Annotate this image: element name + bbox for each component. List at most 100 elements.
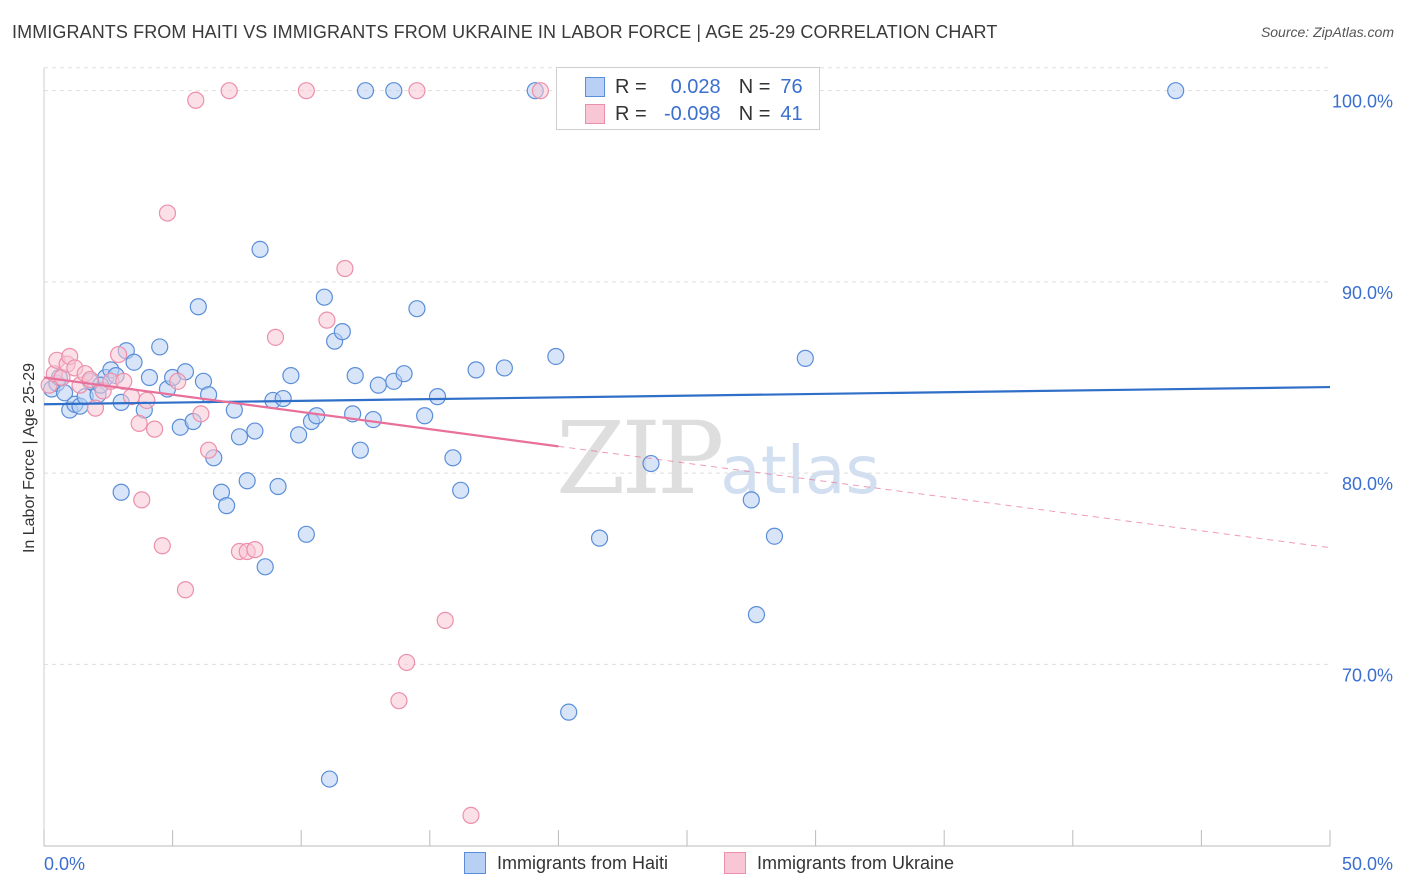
ukraine-point (169, 372, 187, 390)
ukraine-point (176, 581, 195, 599)
ukraine-point (158, 204, 177, 222)
ukraine-trend-extension (558, 445, 1331, 549)
haiti-point (495, 359, 513, 377)
haiti-label: Immigrants from Haiti (497, 852, 669, 873)
haiti-point (467, 361, 485, 379)
x-tick-label: 0.0% (44, 854, 85, 874)
haiti-point (274, 389, 292, 408)
haiti-point (218, 497, 236, 515)
r-label: R = (615, 75, 647, 98)
series-legend: Immigrants from Haiti Immigrants from Uk… (0, 852, 1406, 876)
haiti-point (742, 491, 760, 509)
haiti-point (642, 454, 660, 473)
haiti-point (560, 703, 578, 721)
haiti-point (444, 449, 462, 467)
haiti-point (428, 388, 447, 406)
ukraine-point (109, 345, 128, 364)
haiti-point (364, 410, 382, 429)
haiti-point (408, 300, 426, 318)
ukraine-point (462, 806, 480, 825)
ukraine-label: Immigrants from Ukraine (757, 852, 955, 873)
legend-row-haiti: R = 0.028 N = 76 (615, 74, 803, 100)
haiti-trend-line (43, 385, 1331, 406)
legend-item-ukraine: Immigrants from Ukraine (724, 852, 954, 874)
haiti-point (333, 323, 351, 341)
legend-ukraine-swatch (585, 104, 605, 124)
haiti-point (238, 472, 256, 490)
haiti-point (452, 481, 470, 499)
haiti-point (246, 422, 264, 440)
ukraine-point (153, 537, 171, 555)
n-label: N = (738, 75, 771, 98)
source-label: Source: ZipAtlas.com (1260, 24, 1394, 40)
n-label: N = (738, 102, 771, 125)
ukraine-point (398, 653, 416, 672)
r-value: -0.098 (663, 102, 721, 125)
ukraine-point (436, 611, 454, 629)
ukraine-swatch (724, 852, 746, 874)
ukraine-point (220, 82, 238, 100)
watermark: ZIPatlas (556, 400, 880, 517)
ukraine-point (145, 420, 164, 438)
n-value: 41 (780, 102, 803, 125)
ukraine-point (297, 82, 315, 100)
haiti-point (140, 368, 159, 387)
y-tick-label: 70.0% (1342, 665, 1393, 685)
haiti-point (269, 477, 287, 496)
y-tick-label: 80.0% (1342, 474, 1393, 494)
haiti-point (1167, 82, 1185, 100)
ukraine-point (266, 328, 285, 346)
ukraine-point (192, 405, 210, 423)
haiti-point (351, 441, 369, 459)
haiti-point (547, 347, 565, 366)
haiti-point (320, 770, 339, 788)
haiti-point (356, 82, 375, 100)
y-tick-label: 90.0% (1342, 283, 1393, 303)
y-tick-label: 100.0% (1332, 92, 1393, 112)
ukraine-point (408, 82, 426, 100)
ukraine-point (115, 372, 133, 390)
legend-item-haiti: Immigrants from Haiti (464, 852, 668, 874)
haiti-point (282, 367, 300, 385)
stats-legend: R = 0.028 N = 76 R = -0.098 N = 41 (556, 67, 820, 130)
haiti-point (256, 558, 274, 576)
haiti-swatch (464, 852, 486, 874)
haiti-point (369, 376, 387, 394)
haiti-point (189, 298, 207, 316)
haiti-point (765, 527, 784, 545)
x-tick-label: 50.0% (1342, 854, 1393, 874)
haiti-point (346, 367, 364, 385)
haiti-point (290, 426, 308, 444)
legend-row-ukraine: R = -0.098 N = 41 (615, 101, 803, 127)
ukraine-point (133, 491, 151, 509)
haiti-point (151, 338, 169, 356)
haiti-point (395, 365, 413, 383)
legend-haiti-swatch (585, 77, 605, 97)
n-value: 76 (780, 75, 803, 98)
haiti-point (112, 483, 130, 501)
ukraine-point (130, 414, 148, 433)
haiti-point (385, 82, 403, 100)
r-value: 0.028 (670, 75, 721, 98)
haiti-point (297, 525, 315, 543)
ukraine-point (200, 441, 218, 459)
ukraine-point (187, 91, 205, 109)
haiti-point (590, 529, 609, 547)
ukraine-point (336, 259, 354, 278)
haiti-point (747, 606, 766, 624)
haiti-point (251, 240, 269, 258)
ukraine-point (246, 541, 264, 559)
haiti-point (230, 428, 249, 446)
r-label: R = (615, 102, 647, 125)
haiti-point (796, 349, 814, 367)
ukraine-point (390, 692, 408, 710)
ukraine-point (138, 391, 156, 410)
ukraine-point (531, 82, 549, 100)
haiti-point (315, 288, 333, 306)
ukraine-point (318, 311, 336, 329)
chart-title: IMMIGRANTS FROM HAITI VS IMMIGRANTS FROM… (12, 22, 998, 42)
watermark-zip: ZIP (556, 400, 724, 517)
ukraine-trend-line (43, 376, 559, 448)
haiti-point (416, 407, 434, 425)
